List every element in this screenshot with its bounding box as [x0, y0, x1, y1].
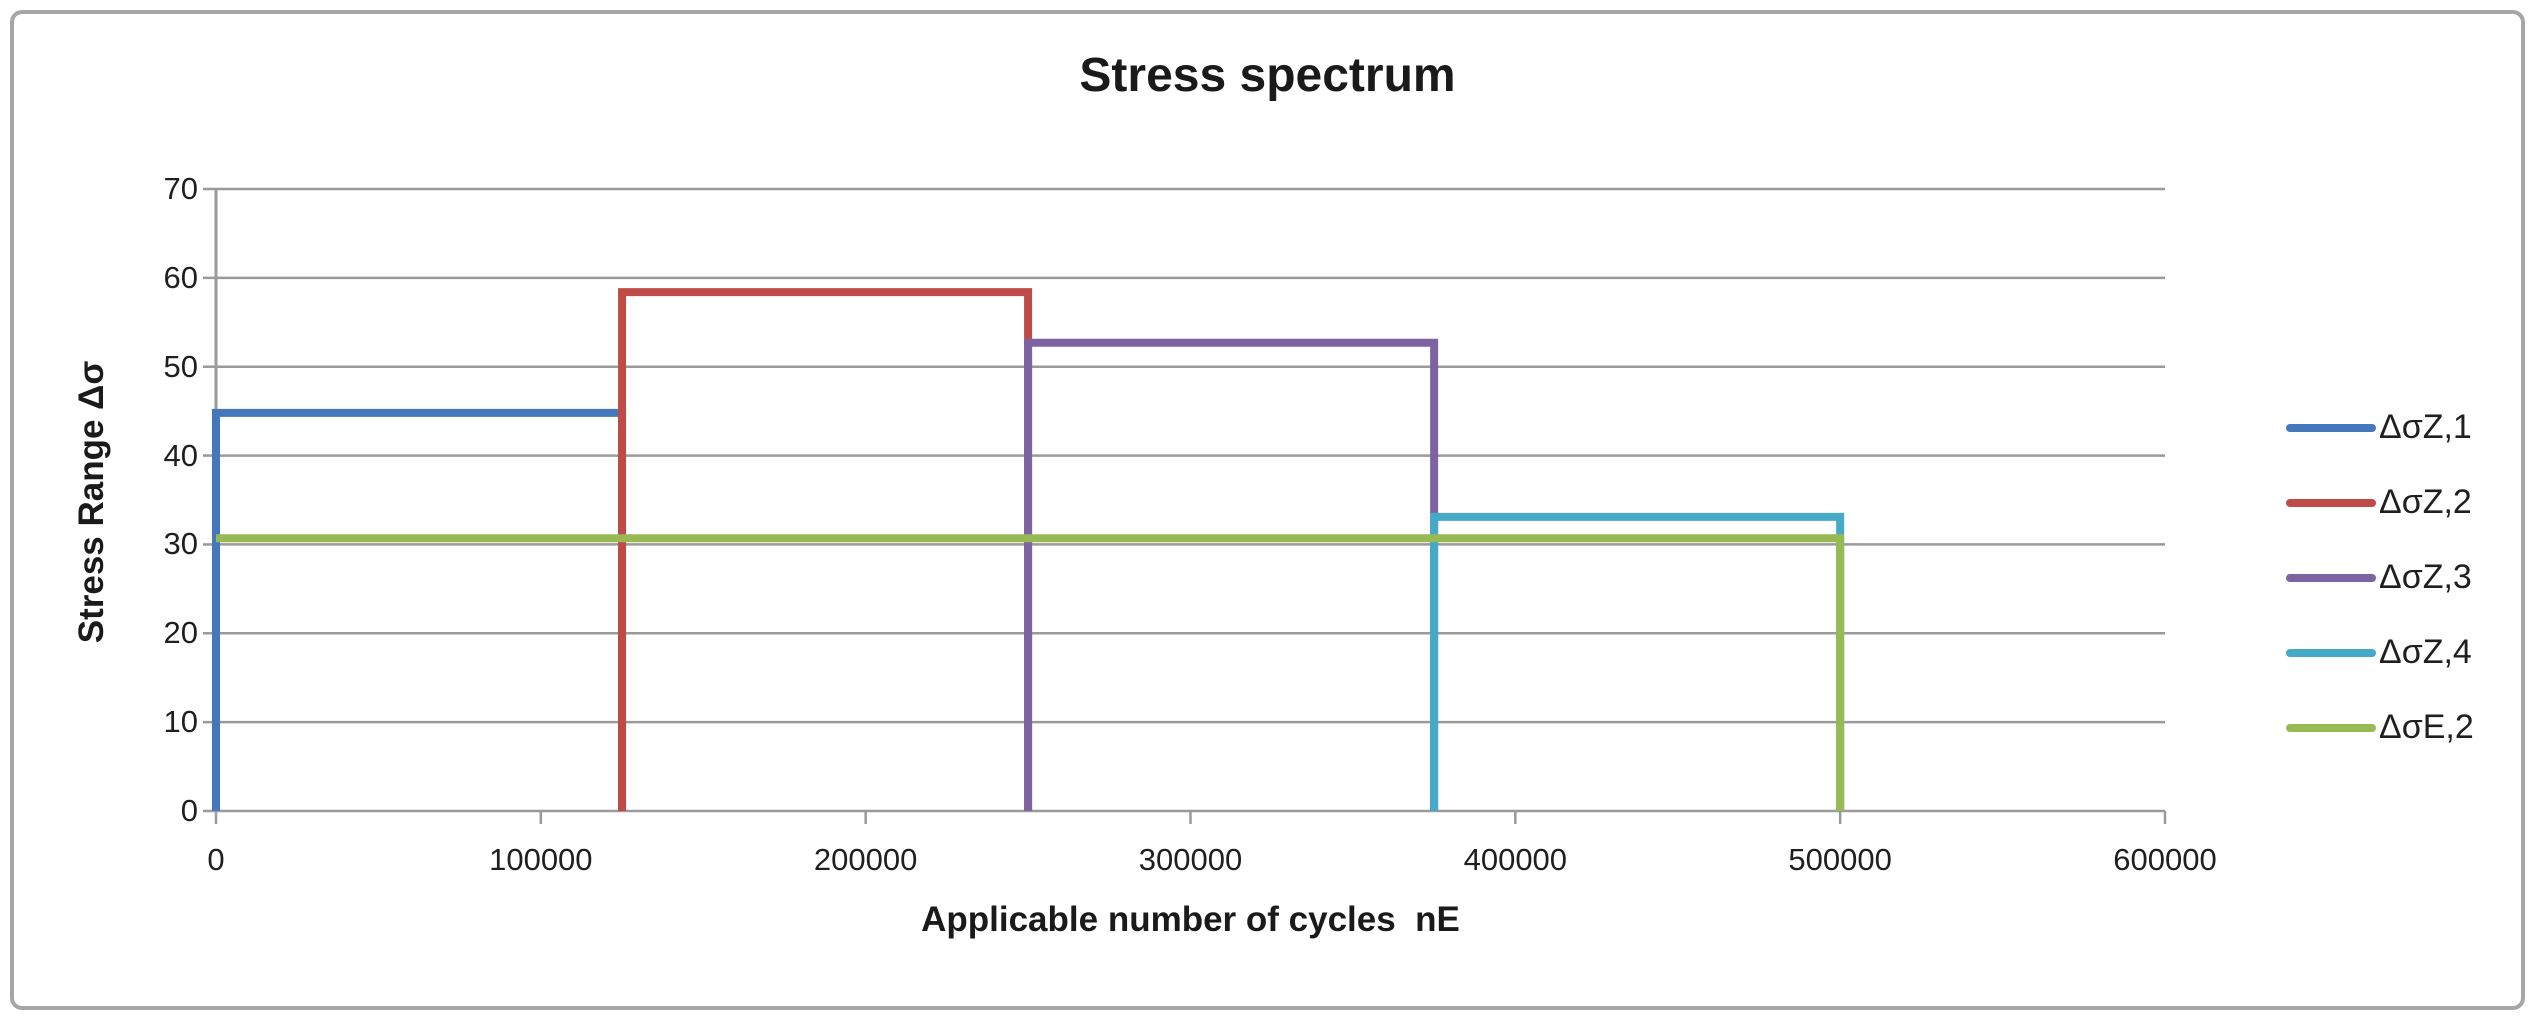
x-tick-label: 400000 — [1463, 842, 1568, 877]
legend-entry: ΔσZ,1 — [2286, 390, 2474, 465]
legend-label: ΔσZ,4 — [2379, 633, 2472, 671]
series-line — [212, 408, 627, 811]
y-tick-label: 30 — [163, 526, 198, 562]
y-tick-label: 20 — [163, 615, 198, 651]
legend-label: ΔσE,2 — [2379, 708, 2474, 746]
x-tick-label: 600000 — [2113, 842, 2217, 877]
legend-label: ΔσZ,3 — [2379, 558, 2472, 596]
series-line — [216, 534, 1845, 811]
y-tick-label: 70 — [163, 171, 198, 206]
legend-line-swatch — [2286, 573, 2376, 582]
y-axis-title: Stress Range Δσ — [72, 360, 111, 644]
x-tick-label: 0 — [207, 842, 225, 877]
legend-line-swatch — [2286, 648, 2376, 657]
legend-entry: ΔσZ,2 — [2286, 465, 2474, 540]
legend-entry: ΔσZ,3 — [2286, 540, 2474, 615]
legend-label: ΔσZ,1 — [2379, 408, 2472, 446]
legend-line-swatch — [2286, 423, 2376, 432]
chart-outer-border — [10, 10, 2525, 1010]
y-tick-label: 40 — [163, 437, 198, 473]
legend-line-swatch — [2286, 498, 2376, 507]
legend-entry: ΔσZ,4 — [2286, 615, 2474, 690]
y-tick-label: 60 — [163, 259, 198, 295]
chart-title: Stress spectrum — [1079, 49, 1456, 102]
series-line — [618, 288, 1033, 811]
y-tick-label: 50 — [163, 348, 198, 384]
y-tick-label: 0 — [180, 793, 198, 828]
series-line — [1024, 338, 1439, 811]
legend-line-swatch — [2286, 723, 2376, 732]
series-line — [1430, 512, 1845, 811]
legend: ΔσZ,1 ΔσZ,2 ΔσZ,3 ΔσZ,4 ΔσE,2 — [2286, 390, 2474, 765]
x-tick-label: 500000 — [1788, 842, 1892, 877]
legend-entry: ΔσE,2 — [2286, 690, 2474, 765]
x-tick-label: 200000 — [813, 842, 918, 877]
legend-label: ΔσZ,2 — [2379, 483, 2472, 521]
x-tick-label: 100000 — [489, 842, 593, 877]
x-axis-title: Applicable number of cycles nE — [921, 900, 1460, 939]
x-tick-label: 300000 — [1138, 842, 1243, 877]
y-tick-label: 10 — [163, 704, 198, 740]
